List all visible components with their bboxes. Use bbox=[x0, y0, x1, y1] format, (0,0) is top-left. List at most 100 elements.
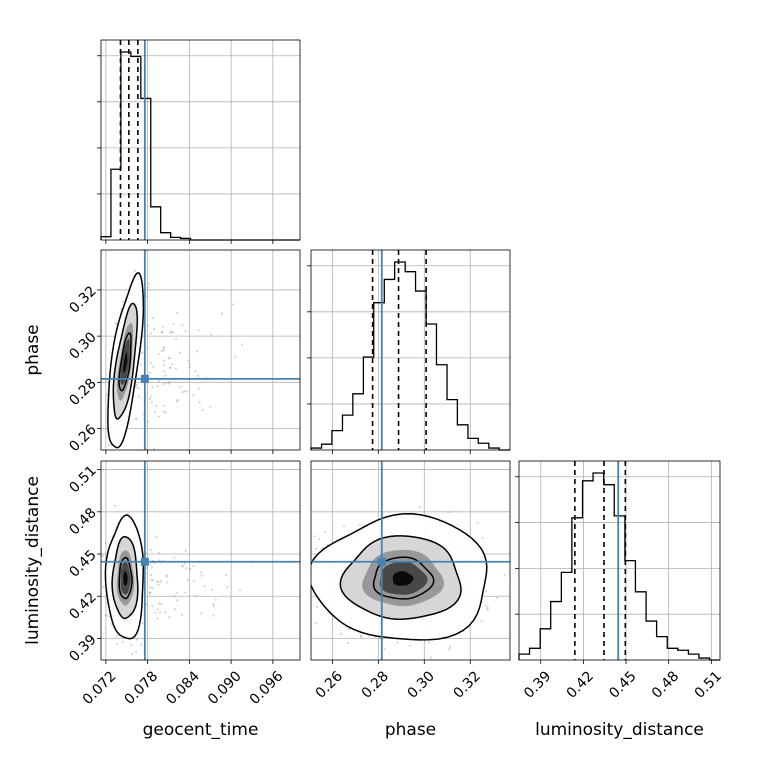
scatter-point bbox=[145, 603, 148, 606]
scatter-point bbox=[157, 415, 160, 418]
scatter-point bbox=[104, 542, 107, 545]
scatter-point bbox=[178, 351, 181, 354]
panel-frame bbox=[100, 39, 301, 241]
y-tick-label: 0.45 bbox=[66, 547, 99, 580]
scatter-point bbox=[167, 381, 170, 384]
scatter-point bbox=[138, 395, 141, 398]
scatter-point bbox=[116, 642, 119, 645]
scatter-point bbox=[197, 387, 200, 390]
scatter-point bbox=[181, 391, 184, 394]
histogram-luminosity_distance bbox=[518, 472, 720, 661]
hist-panel-phase bbox=[307, 249, 511, 451]
y-tick-label: 0.32 bbox=[66, 283, 99, 316]
scatter-point bbox=[146, 324, 150, 327]
density-fill-4 bbox=[392, 571, 414, 586]
scatter-point bbox=[162, 349, 165, 352]
scatter-point bbox=[238, 588, 242, 592]
scatter-point bbox=[127, 512, 130, 515]
scatter-point bbox=[151, 316, 154, 319]
scatter-point bbox=[150, 395, 153, 398]
scatter-point bbox=[342, 524, 346, 528]
scatter-point bbox=[176, 599, 179, 602]
x-tick-label: 0.32 bbox=[451, 668, 484, 701]
scatter-point bbox=[212, 605, 215, 608]
scatter-point bbox=[172, 322, 175, 325]
scatter-point bbox=[148, 371, 151, 374]
x-ticks-col-geocent_time bbox=[105, 240, 274, 664]
scatter-point bbox=[167, 357, 170, 360]
x-tick-label: 0.42 bbox=[564, 668, 597, 701]
y-tick-label: 0.39 bbox=[66, 632, 99, 665]
scatter-point bbox=[175, 337, 178, 340]
scatter-point bbox=[449, 645, 452, 649]
scatter-point bbox=[114, 322, 118, 325]
panel-frame bbox=[100, 460, 301, 661]
scatter-point bbox=[315, 622, 318, 625]
scatter-point bbox=[107, 444, 110, 447]
scatter-point bbox=[150, 579, 153, 582]
joint-panel-phase_vs_geocent_time bbox=[100, 249, 301, 451]
scatter-point bbox=[428, 641, 431, 644]
scatter-point bbox=[476, 521, 479, 524]
contour-level-2 bbox=[111, 536, 139, 620]
scatter-point bbox=[163, 346, 166, 349]
scatter-point bbox=[140, 643, 143, 646]
scatter-point bbox=[101, 554, 104, 558]
scatter-point bbox=[481, 536, 484, 540]
scatter-point bbox=[149, 361, 152, 364]
scatter-point bbox=[153, 447, 156, 450]
scatter-point bbox=[241, 343, 244, 346]
scatter-point bbox=[173, 556, 176, 559]
x-ticks-col-phase bbox=[331, 450, 471, 664]
scatter-point bbox=[150, 566, 153, 569]
scatter-point bbox=[121, 641, 124, 644]
scatter-point bbox=[145, 566, 148, 570]
scatter-point bbox=[181, 565, 184, 568]
y-tick-label: 0.48 bbox=[66, 505, 99, 538]
scatter-point bbox=[162, 382, 165, 386]
joint-panel-luminosity_distance_vs_geocent_time bbox=[100, 460, 301, 661]
histogram-geocent_time bbox=[100, 51, 300, 241]
scatter-point bbox=[189, 567, 192, 570]
scatter-point bbox=[158, 602, 161, 605]
scatter-point bbox=[159, 611, 162, 614]
scatter-point bbox=[339, 632, 342, 636]
scatter-point bbox=[161, 331, 164, 334]
scatter-point bbox=[175, 592, 178, 595]
contour-level-2 bbox=[112, 302, 139, 420]
scatter-point bbox=[163, 370, 166, 373]
scatter-point bbox=[447, 510, 450, 514]
y-tick-label: 0.26 bbox=[66, 422, 99, 455]
scatter-point bbox=[162, 404, 165, 407]
scatter-point bbox=[131, 652, 134, 656]
scatter-point bbox=[154, 410, 157, 413]
scatter-point bbox=[484, 604, 488, 607]
scatter-point bbox=[135, 383, 138, 386]
histogram-phase bbox=[310, 261, 510, 451]
x-tick-label: 0.084 bbox=[163, 668, 203, 708]
scatter-point bbox=[201, 409, 204, 412]
scatter-point bbox=[130, 644, 133, 647]
scatter-point bbox=[170, 362, 174, 366]
x-axis-label-luminosity_distance: luminosity_distance bbox=[535, 720, 704, 740]
scatter-point bbox=[162, 346, 165, 349]
scatter-point bbox=[175, 400, 179, 403]
scatter-point bbox=[225, 574, 228, 577]
scatter-point bbox=[209, 405, 212, 408]
y-axis-label-luminosity_distance: luminosity_distance bbox=[23, 476, 43, 645]
x-tick-label: 0.096 bbox=[247, 668, 287, 708]
scatter-point bbox=[149, 591, 152, 594]
y-tick-label: 0.42 bbox=[66, 589, 99, 622]
scatter-point bbox=[187, 579, 190, 582]
scatter-point bbox=[200, 574, 203, 577]
scatter-point bbox=[168, 366, 172, 369]
scatter-point bbox=[166, 581, 169, 584]
scatter-point bbox=[480, 620, 483, 623]
x-tick-label: 0.51 bbox=[692, 668, 725, 701]
scatter-point bbox=[430, 656, 433, 659]
scatter-point bbox=[162, 325, 165, 328]
scatter-point bbox=[200, 571, 203, 574]
scatter-point bbox=[203, 585, 206, 588]
scatter-point bbox=[185, 390, 188, 393]
scatter-point bbox=[165, 574, 168, 577]
